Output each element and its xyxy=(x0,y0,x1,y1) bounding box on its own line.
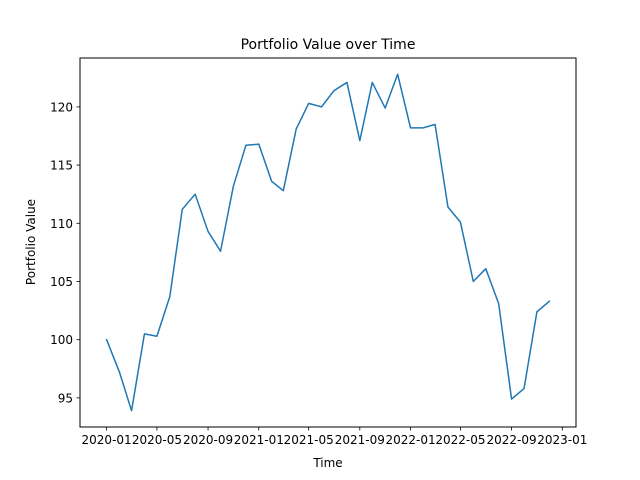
x-tick-label: 2023-01 xyxy=(537,433,587,447)
plot-area xyxy=(105,73,551,412)
y-tick-label: 100 xyxy=(50,333,73,347)
x-tick-label: 2022-01 xyxy=(385,433,435,447)
x-tick-label: 2021-01 xyxy=(234,433,284,447)
y-tick-label: 120 xyxy=(50,100,73,114)
chart-title: Portfolio Value over Time xyxy=(241,37,416,53)
y-axis: 95 100 105 110 115 120 xyxy=(50,100,80,405)
x-axis-label: Time xyxy=(312,456,342,470)
y-tick-label: 115 xyxy=(50,159,73,173)
x-tick-label: 2021-05 xyxy=(284,433,334,447)
y-tick-label: 110 xyxy=(50,217,73,231)
x-tick-label: 2020-05 xyxy=(132,433,182,447)
series-line-0 xyxy=(105,73,551,412)
x-tick-label: 2020-01 xyxy=(82,433,132,447)
x-tick-label: 2021-09 xyxy=(335,433,385,447)
x-tick-label: 2020-09 xyxy=(183,433,233,447)
x-tick-label: 2022-05 xyxy=(435,433,485,447)
x-tick-label: 2022-09 xyxy=(486,433,536,447)
plot-frame xyxy=(79,57,577,428)
x-axis: 2020-01 2020-05 2020-09 2021-01 2021-05 2021-… xyxy=(82,427,587,447)
y-tick-label: 95 xyxy=(58,391,73,405)
y-tick-label: 105 xyxy=(50,275,73,289)
y-axis-label: Portfolio Value xyxy=(24,199,38,285)
